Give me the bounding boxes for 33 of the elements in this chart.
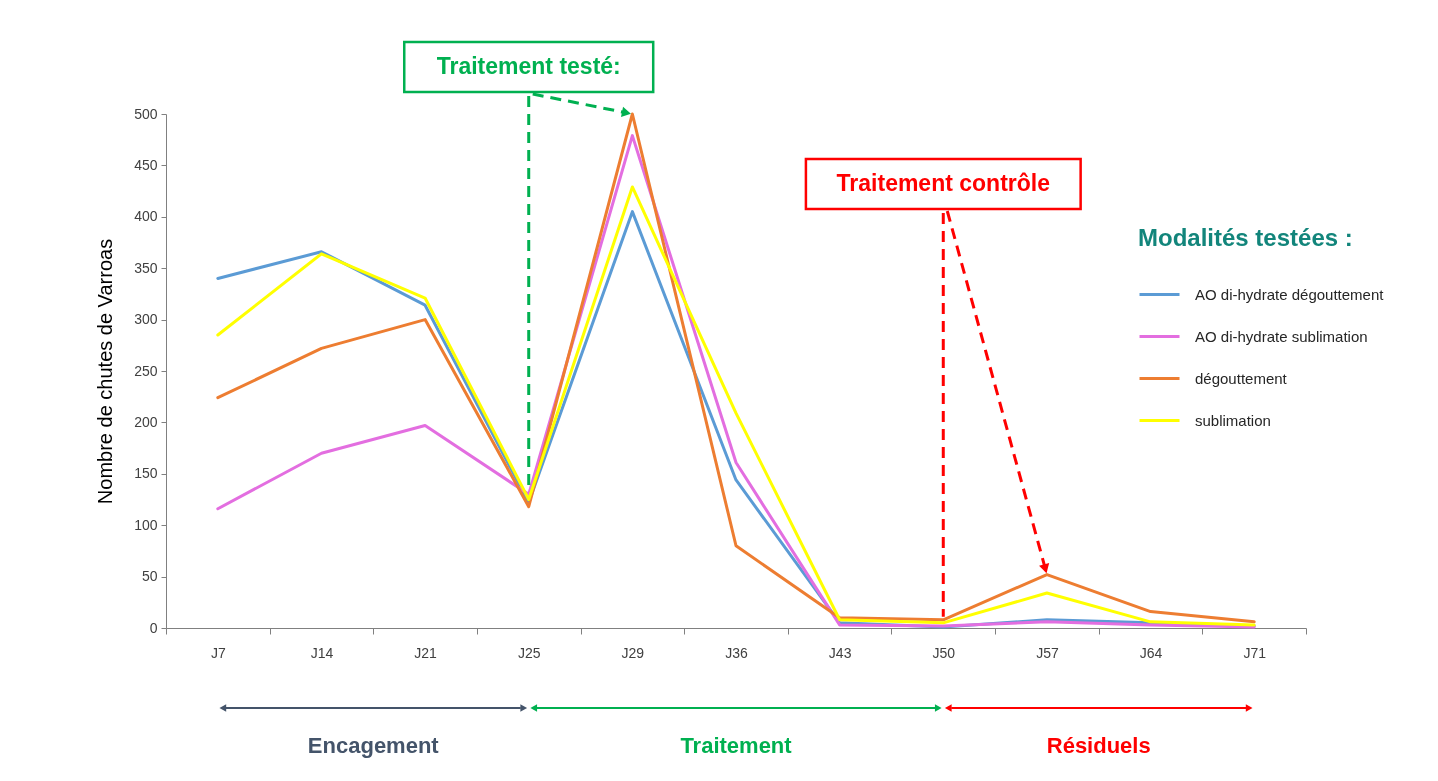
y-tick-label: 500	[134, 105, 158, 122]
text: Traitement	[680, 733, 793, 758]
y-tick-label: 0	[149, 619, 158, 636]
x-tick-label: J25	[517, 644, 541, 661]
legend-label: dégouttement	[1195, 369, 1288, 387]
x-tick-label: J29	[621, 644, 645, 661]
y-tick-label: 350	[134, 259, 158, 276]
legend-label: sublimation	[1195, 411, 1271, 429]
x-tick-label: J7	[210, 644, 226, 661]
y-tick-label: 250	[134, 362, 158, 379]
legend-title: Modalités testées :	[1138, 224, 1353, 252]
annotation: Traitement contrôle	[836, 170, 1050, 196]
y-tick-label: 200	[134, 413, 158, 430]
x-tick-label: J14	[310, 644, 334, 661]
x-tick-label: J21	[414, 644, 438, 661]
text: Résiduels	[1046, 733, 1151, 758]
y-axis-title: Nombre de chutes de Varroas	[94, 238, 117, 505]
x-tick-label: J50	[932, 644, 956, 661]
x-tick-label: J64	[1139, 644, 1163, 661]
annotation: Traitement testé:	[436, 53, 621, 79]
y-tick-label: 300	[134, 311, 158, 328]
x-tick-label: J43	[828, 644, 852, 661]
y-tick-label: 450	[134, 156, 158, 173]
y-tick-label: 150	[134, 465, 158, 482]
legend-label: AO di-hydrate sublimation	[1195, 327, 1368, 345]
y-tick-label: 50	[141, 568, 158, 585]
x-tick-label: J71	[1243, 644, 1267, 661]
y-tick-label: 100	[134, 516, 158, 533]
x-tick-label: J57	[1036, 644, 1059, 661]
text: Encagement	[307, 733, 440, 758]
y-tick-label: 400	[134, 208, 158, 225]
x-tick-label: J36	[725, 644, 748, 661]
legend-label: AO di-hydrate dégouttement	[1195, 285, 1385, 303]
